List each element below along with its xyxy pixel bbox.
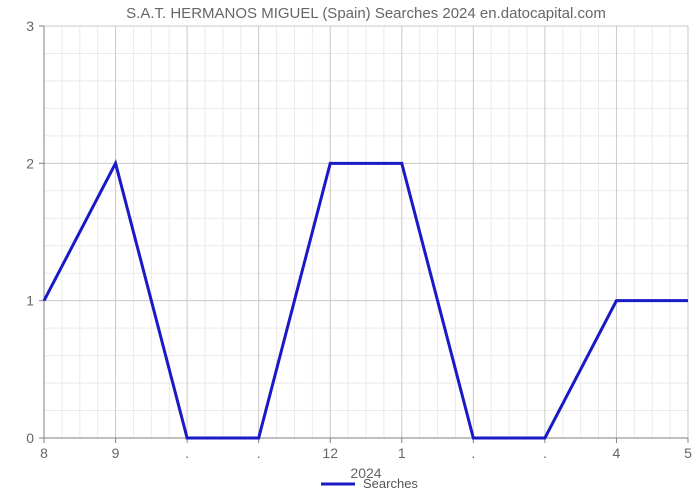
x-tick-label: . [471, 445, 475, 461]
y-tick-label: 1 [26, 293, 34, 309]
y-tick-label: 2 [26, 155, 34, 171]
chart-title: S.A.T. HERMANOS MIGUEL (Spain) Searches … [126, 5, 606, 22]
x-tick-label: . [185, 445, 189, 461]
x-tick-label: 12 [322, 445, 338, 461]
searches-line-chart: 012389..121..45S.A.T. HERMANOS MIGUEL (S… [0, 0, 700, 500]
x-tick-label: . [257, 445, 261, 461]
y-tick-label: 3 [26, 18, 34, 34]
x-tick-label: 8 [40, 445, 48, 461]
x-tick-label: 4 [613, 445, 621, 461]
x-tick-label: 9 [112, 445, 120, 461]
y-tick-label: 0 [26, 430, 34, 446]
x-tick-label: 1 [398, 445, 406, 461]
legend-label: Searches [363, 476, 418, 491]
x-tick-label: 5 [684, 445, 692, 461]
x-tick-label: . [543, 445, 547, 461]
